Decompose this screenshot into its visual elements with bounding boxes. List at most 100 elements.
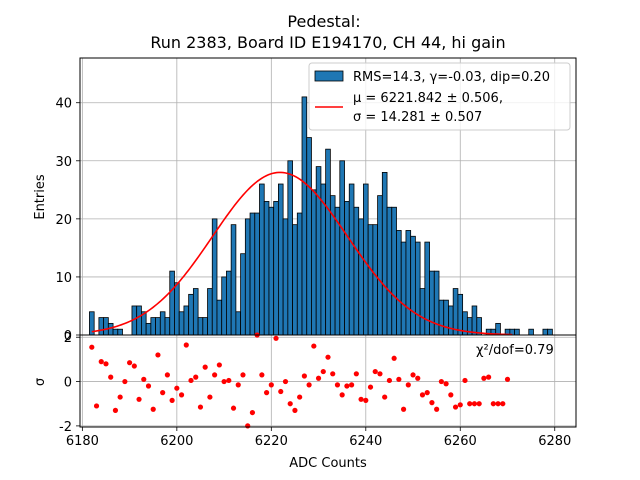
x-tick-label: 6200 [160,434,193,449]
residual-point [457,402,463,408]
histogram-bar [259,183,265,336]
residual-point [93,403,100,409]
residual-point [197,404,204,410]
residual-point [481,375,487,381]
histogram-bar [410,235,416,336]
residual-point [141,376,147,382]
residual-point [183,342,189,348]
residual-point [287,401,293,407]
histogram-bar [419,288,426,336]
histogram-bar [155,317,161,336]
residual-point [424,390,430,396]
residual-point [160,390,166,396]
gaussian-fit-curve [91,171,513,336]
histogram-bars [89,96,553,336]
residual-point [419,392,426,398]
histogram-y-tick-label: 30 [55,155,72,170]
histogram-y-tick-label: 0 [64,329,72,344]
residual-point [103,361,109,367]
residuals-annotation: χ²/dof=0.79 [476,343,554,358]
histogram-bar [174,282,180,336]
residual-point [448,392,454,398]
histogram-bar [405,230,412,336]
histogram-bar [339,160,345,336]
histogram-bar [306,137,312,336]
residual-point [188,377,194,384]
histogram-bar [282,218,289,336]
histogram-bar [377,195,383,336]
residual-point [429,400,435,406]
histogram-bar [400,241,407,336]
histogram-bar [192,288,199,336]
histogram-bar [514,328,520,336]
histogram-bar [197,317,204,336]
residual-point [117,394,123,400]
histogram-bar [188,293,194,336]
residual-point [476,401,482,407]
residual-point [400,406,407,412]
residual-point [462,377,468,384]
histogram-bar [169,270,175,336]
histogram-bar [244,218,251,336]
histogram-bar [367,224,374,336]
histogram-bar [103,317,109,336]
residual-point [486,374,492,380]
residuals-y-tick-label: 0 [64,376,72,391]
residual-point [131,363,137,369]
residual-point [490,401,496,407]
histogram-bar [334,206,341,336]
residual-point [297,394,303,400]
histogram-bar [448,305,454,336]
histogram-bar [216,299,223,336]
histogram-bar [159,311,166,336]
residuals-y-tick-label: 2 [64,331,72,346]
residuals-grid [80,335,576,427]
histogram-bar [471,305,478,336]
histogram-bar [443,299,449,336]
histogram-bar [235,311,242,336]
histogram-bar [254,212,260,336]
histogram-bar [301,96,308,336]
residual-point [325,354,331,360]
residual-point [212,372,218,378]
histogram-bar [396,230,402,336]
residual-point [193,374,199,380]
residual-point [504,376,511,382]
residual-point [372,368,378,375]
residual-point [207,394,213,400]
histogram-bar [311,189,317,336]
residuals-x-label: ADC Counts [289,456,367,471]
histogram-bar [547,328,553,336]
residual-point [339,392,345,398]
histogram-bar [457,293,464,336]
histogram-bar [136,305,142,336]
histogram-bar [117,328,123,336]
histogram-y-label: Entries [33,174,48,220]
histogram-y-ticks: 0 10 20 30 40 [55,97,80,344]
x-tick-label: 6240 [349,434,382,449]
residual-point [112,407,119,413]
histogram-bar [386,206,393,336]
residual-point [263,390,270,396]
residual-point [301,373,307,379]
histogram-y-tick-label: 10 [55,271,72,286]
residual-point [358,396,364,402]
legend-label-fit-mu: μ = 6221.842 ± 0.506, [353,91,503,106]
residual-point [98,359,104,365]
residuals-y-ticks: -202 [59,331,80,435]
histogram-bar [414,241,421,336]
residual-point [292,407,298,413]
gaussian-fit [91,171,513,336]
residual-point [221,378,227,385]
residual-point [216,362,222,368]
histogram-bar [325,148,331,336]
residual-point [136,396,142,402]
histogram-bar [372,224,378,336]
histogram-bar [112,328,119,336]
residual-point [353,371,359,377]
histogram-bar [226,270,232,336]
residual-point [391,355,397,361]
histogram-bar [263,201,270,336]
residual-point [164,372,170,378]
histogram-bar [528,328,534,336]
